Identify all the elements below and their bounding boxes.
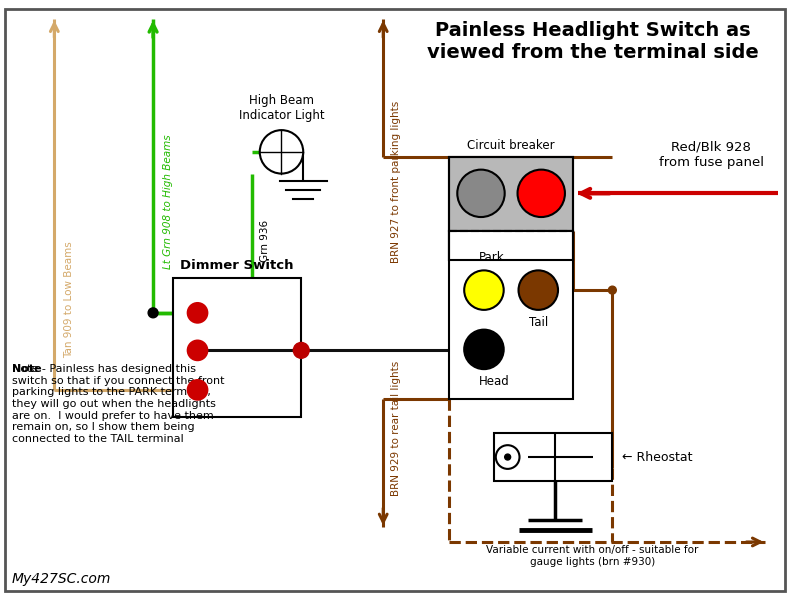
Circle shape	[458, 170, 505, 217]
Bar	[450, 231, 573, 260]
Circle shape	[518, 170, 565, 217]
Text: Grn 936: Grn 936	[260, 220, 270, 262]
Circle shape	[186, 379, 208, 401]
Text: ← Rheostat: ← Rheostat	[622, 451, 693, 464]
Circle shape	[464, 329, 504, 369]
Bar	[450, 157, 573, 231]
Text: Note - Painless has designed this
switch so that if you connect the front
parkin: Note - Painless has designed this switch…	[12, 364, 224, 444]
Text: Tan 909 to Low Beams: Tan 909 to Low Beams	[64, 242, 74, 358]
Text: Head: Head	[479, 375, 510, 388]
Text: Painless Headlight Switch as
viewed from the terminal side: Painless Headlight Switch as viewed from…	[426, 22, 758, 62]
Circle shape	[260, 130, 303, 173]
Circle shape	[148, 308, 158, 318]
Text: BRN 927 to front parking lights: BRN 927 to front parking lights	[391, 100, 401, 263]
Circle shape	[186, 302, 208, 324]
Circle shape	[518, 271, 558, 310]
Text: BRN 929 to rear tail lights: BRN 929 to rear tail lights	[391, 361, 401, 496]
Text: Lt Grn 908 to High Beams: Lt Grn 908 to High Beams	[163, 134, 173, 269]
Bar	[450, 231, 573, 399]
Bar	[173, 278, 302, 416]
Circle shape	[186, 340, 208, 361]
Bar	[494, 433, 612, 481]
Text: High Beam
Indicator Light: High Beam Indicator Light	[238, 94, 324, 122]
Bar	[450, 157, 573, 260]
Text: Park: Park	[479, 251, 505, 265]
Circle shape	[294, 343, 309, 358]
Text: Dimmer Switch: Dimmer Switch	[180, 259, 294, 272]
Text: My427SC.com: My427SC.com	[12, 572, 111, 586]
Text: Red/Blk 928
from fuse panel: Red/Blk 928 from fuse panel	[658, 140, 764, 169]
Circle shape	[496, 445, 519, 469]
Circle shape	[608, 286, 616, 294]
Text: Variable current with on/off - suitable for
gauge lights (brn #930): Variable current with on/off - suitable …	[486, 545, 698, 566]
Text: Note: Note	[12, 364, 42, 374]
Circle shape	[464, 271, 504, 310]
Circle shape	[505, 454, 510, 460]
Text: Circuit breaker: Circuit breaker	[467, 139, 554, 152]
Text: Tail: Tail	[529, 316, 548, 329]
